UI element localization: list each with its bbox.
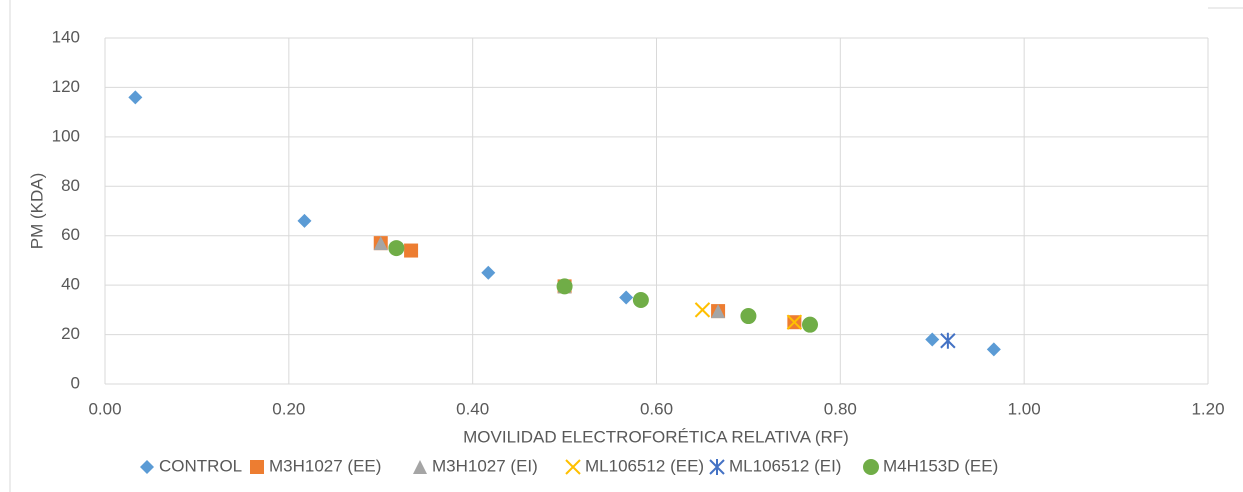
legend-marker [250, 460, 264, 474]
point [619, 290, 634, 305]
y-tick-label: 20 [61, 324, 80, 343]
x-tick-label: 0.20 [272, 399, 305, 418]
x-tick-label: 1.20 [1191, 399, 1224, 418]
legend-label: CONTROL [159, 456, 242, 475]
y-tick-label: 40 [61, 275, 80, 294]
legend-marker [413, 460, 427, 474]
legend-label: M4H153D (EE) [883, 456, 998, 475]
point [786, 314, 803, 330]
point [632, 291, 649, 308]
legend-label: M3H1027 (EE) [269, 456, 381, 475]
x-tick-label: 1.00 [1008, 399, 1041, 418]
legend-label: ML106512 (EI) [729, 456, 841, 475]
point [940, 332, 956, 349]
y-tick-label: 60 [61, 225, 80, 244]
point [986, 342, 1001, 357]
x-tick-label: 0.40 [456, 399, 489, 418]
legend-marker [863, 459, 879, 475]
legend-marker [565, 459, 581, 475]
y-tick-label: 80 [61, 176, 80, 195]
point [388, 240, 405, 257]
point [740, 308, 757, 325]
y-tick-label: 140 [52, 27, 80, 46]
point [925, 332, 940, 347]
point [128, 90, 143, 105]
x-tick-label: 0.80 [824, 399, 857, 418]
point [711, 304, 726, 319]
point [404, 243, 419, 258]
point [297, 213, 312, 228]
legend-label: M3H1027 (EI) [432, 456, 538, 475]
x-tick-label: 0.00 [88, 399, 121, 418]
point [373, 236, 388, 251]
x-tick-label: 0.60 [640, 399, 673, 418]
point [556, 278, 573, 295]
point [694, 302, 711, 318]
x-axis-title: MOVILIDAD ELECTROFORÉTICA RELATIVA (RF) [463, 427, 849, 446]
y-axis-title: PM (KDA) [27, 173, 46, 250]
y-tick-label: 100 [52, 126, 80, 145]
legend-label: ML106512 (EE) [585, 456, 704, 475]
legend-marker [709, 459, 725, 475]
legend-marker [140, 460, 154, 474]
point [802, 316, 819, 333]
y-tick-label: 120 [52, 77, 80, 96]
point [481, 265, 496, 280]
y-tick-label: 0 [71, 373, 80, 392]
